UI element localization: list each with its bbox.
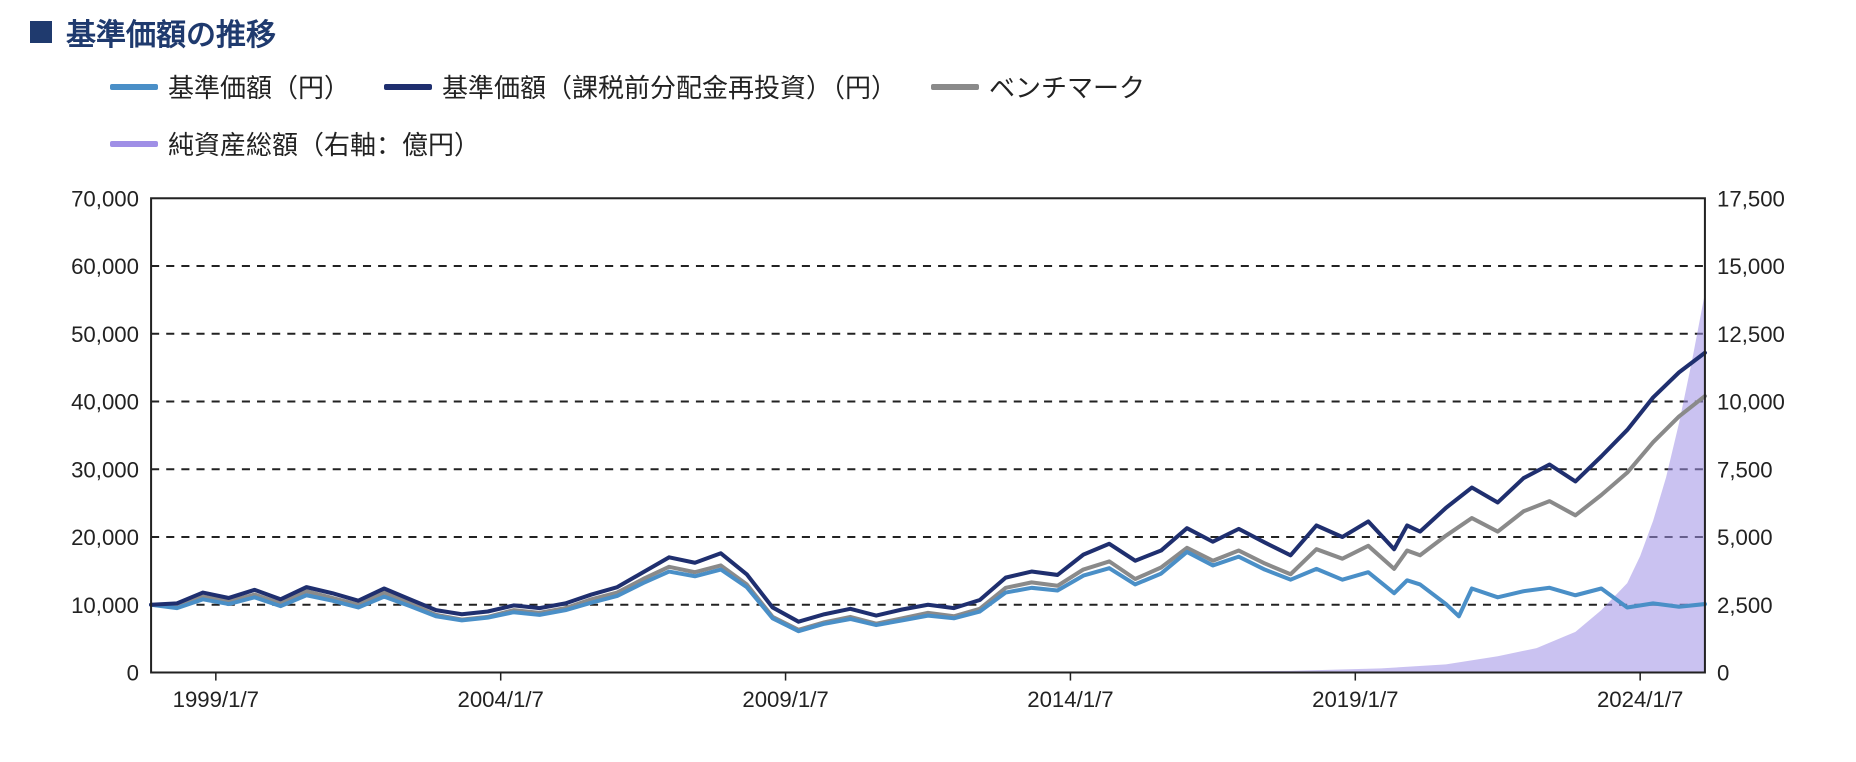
chart-legend: 基準価額（円） 基準価額（課税前分配金再投資）（円） ベンチマーク純資産総額（右軸：… — [110, 68, 1826, 162]
y-right-tick-label: 0 — [1717, 661, 1729, 686]
legend-item-nav_reinv: 基準価額（課税前分配金再投資）（円） — [384, 68, 897, 105]
legend-item-aum: 純資産総額（右軸：億円） — [110, 125, 480, 162]
legend-swatch-icon — [384, 84, 432, 90]
x-tick-label: 2014/1/7 — [1027, 687, 1113, 712]
legend-swatch-icon — [110, 141, 158, 147]
y-left-tick-label: 30,000 — [71, 457, 139, 482]
legend-label: 基準価額（円） — [168, 68, 350, 105]
legend-label: 純資産総額（右軸：億円） — [168, 125, 480, 162]
legend-item-nav: 基準価額（円） — [110, 68, 350, 105]
legend-swatch-icon — [931, 84, 979, 90]
nav-history-chart: 0 10,000 20,000 30,000 40,000 50,000 60,000 70,… — [30, 168, 1826, 733]
y-right-tick-label: 17,500 — [1717, 186, 1785, 211]
x-tick-label: 2019/1/7 — [1312, 687, 1398, 712]
title-bullet-icon — [30, 21, 52, 43]
x-tick-label: 2004/1/7 — [458, 687, 544, 712]
chart-container: 0 10,000 20,000 30,000 40,000 50,000 60,000 70,… — [30, 168, 1826, 733]
chart-title-row: 基準価額の推移 — [30, 10, 1826, 54]
y-left-tick-label: 60,000 — [71, 254, 139, 279]
x-tick-label: 1999/1/7 — [173, 687, 259, 712]
y-right-tick-label: 10,000 — [1717, 390, 1785, 415]
y-right-tick-label: 7,500 — [1717, 457, 1773, 482]
y-left-tick-label: 70,000 — [71, 186, 139, 211]
x-tick-label: 2024/1/7 — [1597, 687, 1683, 712]
y-right-tick-label: 12,500 — [1717, 322, 1785, 347]
y-right-tick-label: 5,000 — [1717, 525, 1773, 550]
legend-label: ベンチマーク — [989, 68, 1145, 105]
legend-label: 基準価額（課税前分配金再投資）（円） — [442, 68, 897, 105]
legend-item-benchmark: ベンチマーク — [931, 68, 1145, 105]
y-left-tick-label: 0 — [127, 661, 139, 686]
y-right-tick-label: 2,500 — [1717, 593, 1773, 618]
y-right-tick-label: 15,000 — [1717, 254, 1785, 279]
y-left-tick-label: 10,000 — [71, 593, 139, 618]
y-left-tick-label: 20,000 — [71, 525, 139, 550]
chart-title: 基準価額の推移 — [66, 10, 276, 54]
y-left-tick-label: 50,000 — [71, 322, 139, 347]
legend-swatch-icon — [110, 84, 158, 90]
x-tick-label: 2009/1/7 — [742, 687, 828, 712]
y-left-tick-label: 40,000 — [71, 390, 139, 415]
